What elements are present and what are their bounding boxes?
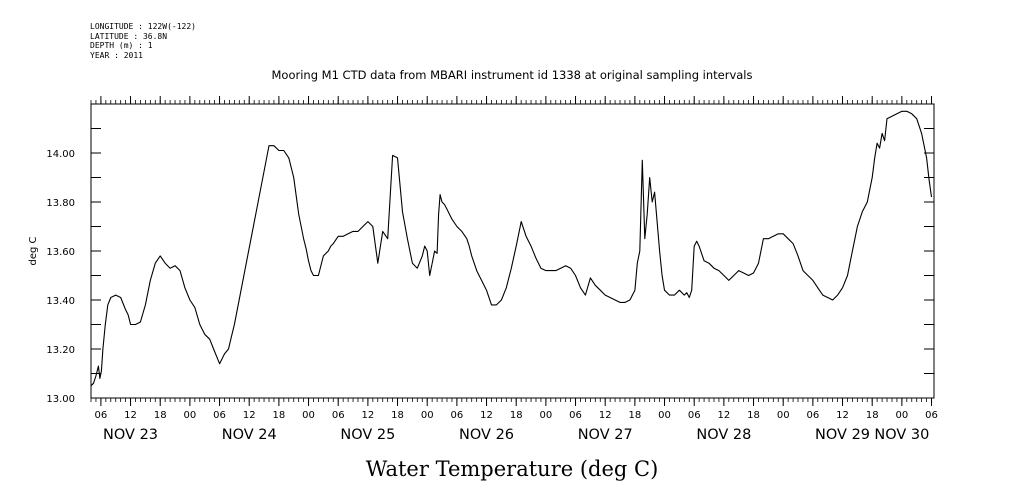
x-tick-label: 06 (569, 410, 582, 421)
x-tick-label: 18 (391, 410, 404, 421)
date-label: NOV 25 (340, 427, 395, 443)
y-axis-label: deg C (28, 236, 39, 265)
x-tick-label: 12 (599, 410, 612, 421)
x-tick-label: 06 (806, 410, 819, 421)
y-axis: 13.00 13.20 13.40 13.60 13.80 14.00 (46, 103, 934, 405)
series-layer (90, 110, 933, 387)
x-tick-label: 12 (362, 410, 375, 421)
x-tick-label: 00 (658, 410, 671, 421)
x-tick-label: 06 (925, 410, 938, 421)
x-tick-label: 06 (332, 410, 345, 421)
x-tick-label: 12 (718, 410, 731, 421)
y-tick-label: 13.80 (46, 198, 75, 209)
date-label: NOV 27 (578, 427, 633, 443)
date-label: NOV 30 (874, 427, 929, 443)
x-tick-label: 18 (866, 410, 879, 421)
y-tick-label: 14.00 (46, 149, 75, 160)
x-tick-label: 00 (421, 410, 434, 421)
x-axis-label: Water Temperature (deg C) (366, 457, 659, 481)
meta-longitude: LONGITUDE : 122W(-122) (90, 22, 196, 31)
x-tick-label: 06 (95, 410, 108, 421)
y-tick-label: 13.00 (46, 394, 75, 405)
x-tick-label: 12 (836, 410, 849, 421)
x-tick-label: 06 (213, 410, 226, 421)
x-tick-label: 18 (629, 410, 642, 421)
date-label: NOV 29 (815, 427, 870, 443)
date-label: NOV 28 (696, 427, 751, 443)
x-tick-label: 12 (124, 410, 137, 421)
meta-latitude: LATITUDE : 36.8N (90, 31, 168, 41)
x-tick-label: 00 (302, 410, 315, 421)
date-label: NOV 23 (103, 427, 158, 443)
x-axis: 06 12 18 00 06 12 18 00 06 12 18 00 06 12 18 00 06 12 18 00… (95, 96, 938, 443)
x-tick-label: 00 (184, 410, 197, 421)
x-tick-label: 06 (688, 410, 701, 421)
chart-title: Mooring M1 CTD data from MBARI instrumen… (272, 68, 753, 82)
x-tick-label: 00 (895, 410, 908, 421)
y-tick-label: 13.60 (46, 247, 75, 258)
date-label: NOV 24 (222, 427, 277, 443)
x-tick-label: 18 (747, 410, 760, 421)
y-tick-label: 13.40 (46, 296, 75, 307)
x-tick-label: 18 (273, 410, 286, 421)
x-tick-label: 06 (451, 410, 464, 421)
x-tick-label: 12 (243, 410, 256, 421)
plot-frame (90, 103, 935, 399)
water-temperature-line (90, 110, 933, 387)
x-tick-label: 12 (480, 410, 493, 421)
x-tick-label: 00 (540, 410, 553, 421)
meta-depth: DEPTH (m) : 1 (90, 41, 153, 50)
y-tick-label: 13.20 (46, 345, 75, 356)
meta-year: YEAR : 2011 (90, 50, 143, 60)
x-tick-label: 00 (777, 410, 790, 421)
x-tick-label: 18 (154, 410, 167, 421)
x-tick-label: 18 (510, 410, 523, 421)
metadata-block: LONGITUDE : 122W(-122) LATITUDE : 36.8N … (90, 22, 196, 60)
date-label: NOV 26 (459, 427, 514, 443)
